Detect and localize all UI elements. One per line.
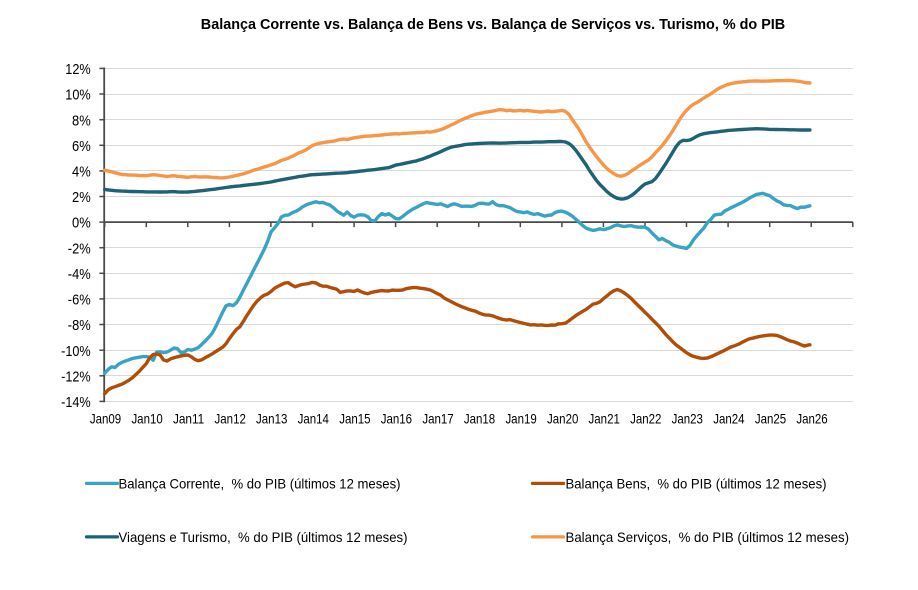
svg-text:Jan23: Jan23 [672,411,704,426]
svg-text:8%: 8% [72,112,91,129]
svg-text:-14%: -14% [61,394,91,411]
svg-text:-4%: -4% [68,266,91,283]
svg-text:Jan13: Jan13 [256,411,288,426]
svg-text:Jan22: Jan22 [630,411,661,426]
svg-text:Jan17: Jan17 [422,411,453,426]
svg-text:Balança Corrente vs. Balança d: Balança Corrente vs. Balança de Bens vs.… [201,17,785,33]
svg-text:Jan10: Jan10 [131,411,163,426]
svg-text:Jan18: Jan18 [464,411,496,426]
svg-text:Jan21: Jan21 [589,411,620,426]
svg-text:-6%: -6% [68,292,91,309]
svg-text:Jan25: Jan25 [755,411,787,426]
svg-text:Jan12: Jan12 [215,411,246,426]
svg-text:Jan16: Jan16 [381,411,413,426]
svg-text:Jan26: Jan26 [796,411,828,426]
svg-text:-10%: -10% [61,343,91,360]
svg-text:Jan09: Jan09 [90,411,121,426]
svg-text:Jan14: Jan14 [298,411,330,426]
svg-text:-2%: -2% [68,240,91,257]
svg-text:0%: 0% [72,215,91,232]
svg-text:Balança Serviços, % do PIB (ú: Balança Serviços, % do PIB (últimos 12 m… [566,529,850,545]
svg-text:10%: 10% [65,87,90,104]
svg-text:Jan11: Jan11 [173,411,204,426]
svg-text:-8%: -8% [68,317,91,334]
svg-text:Viagens e Turismo, % do PIB (: Viagens e Turismo, % do PIB (últimos 12 … [119,529,408,545]
svg-text:6%: 6% [72,138,91,155]
svg-text:Jan20: Jan20 [547,411,579,426]
svg-text:Jan15: Jan15 [339,411,371,426]
svg-text:4%: 4% [72,164,91,181]
svg-text:2%: 2% [72,189,91,206]
svg-text:-12%: -12% [61,368,91,385]
svg-text:Jan19: Jan19 [505,411,536,426]
svg-text:Jan24: Jan24 [713,411,745,426]
svg-text:12%: 12% [65,61,90,78]
svg-text:Balança Bens, % do PIB (últim: Balança Bens, % do PIB (últimos 12 meses… [566,475,827,491]
svg-text:Balança Corrente, % do PIB (ú: Balança Corrente, % do PIB (últimos 12 m… [119,475,401,491]
